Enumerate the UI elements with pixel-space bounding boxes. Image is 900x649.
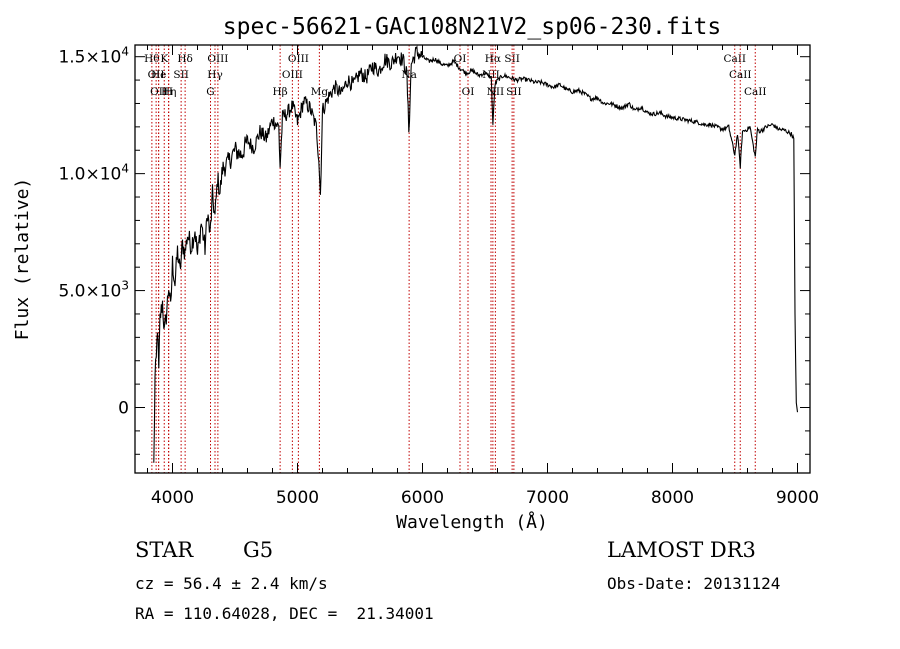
line-marker-label: Hβ (273, 86, 288, 98)
y-tick-label: 0 (118, 399, 129, 419)
line-marker-label: CaII (744, 86, 767, 98)
y-tick-label: 1.5×104 (58, 45, 129, 68)
line-marker-label: K (160, 53, 168, 65)
coordinates-readout: RA = 110.64028, DEC = 21.34001 (135, 604, 434, 623)
x-tick-label: 8000 (651, 488, 694, 508)
line-marker-label: CaII (729, 69, 752, 81)
x-tick-label: 4000 (151, 488, 194, 508)
line-marker-label: SII (506, 86, 522, 98)
line-marker-label: Hδ (177, 53, 192, 65)
line-marker-label: Hγ (207, 69, 222, 81)
x-tick-label: 6000 (401, 488, 444, 508)
x-tick-label: 9000 (776, 488, 819, 508)
survey-name: LAMOST DR3 (607, 538, 756, 562)
object-class: STAR (135, 538, 194, 562)
spectrum-line (153, 44, 799, 463)
line-marker-label: OIII (207, 53, 228, 65)
x-tick-label: 5000 (276, 488, 319, 508)
observation-date: Obs-Date: 20131124 (607, 574, 781, 593)
line-marker-label: SII (173, 69, 189, 81)
x-tick-label: 7000 (526, 488, 569, 508)
chart-title: spec-56621-GAC108N21V2_sp06-230.fits (223, 14, 722, 40)
line-marker-label: Mg (311, 86, 329, 98)
line-marker-label: SII (504, 53, 520, 65)
line-marker-label: G (206, 86, 214, 98)
line-marker-label: NII (487, 86, 504, 98)
line-marker-label: Hθ (144, 53, 159, 65)
x-axis-label: Wavelength (Å) (396, 511, 548, 533)
line-marker-label: OIII (282, 69, 303, 81)
line-marker-label: H (164, 86, 173, 98)
line-marker-label: OIII (288, 53, 309, 65)
y-tick-label: 1.0×104 (58, 162, 129, 185)
y-axis-label: Flux (relative) (12, 178, 33, 341)
object-subclass: G5 (243, 538, 274, 562)
plot-frame (134, 44, 811, 474)
line-marker-label: Na (401, 69, 416, 81)
line-marker-label: CaII (723, 53, 746, 65)
line-marker-label: Hα (485, 53, 501, 65)
line-markers: HθOIIOIIKHeHηHHδSIIGHγOIIIHβOIIIOIIIMgNa… (144, 45, 767, 473)
line-marker-label: OI (462, 86, 475, 98)
line-marker-label: OI (454, 53, 467, 65)
line-marker-label: OII (148, 69, 165, 81)
redshift-readout: cz = 56.4 ± 2.4 km/s (135, 574, 328, 593)
line-marker-label: He (151, 69, 166, 81)
axis-ticks: 4000 5000 6000 7000 8000 9000 0 5.0×103 1.0×104 1… (58, 45, 819, 508)
y-tick-label: 5.0×103 (58, 279, 129, 302)
